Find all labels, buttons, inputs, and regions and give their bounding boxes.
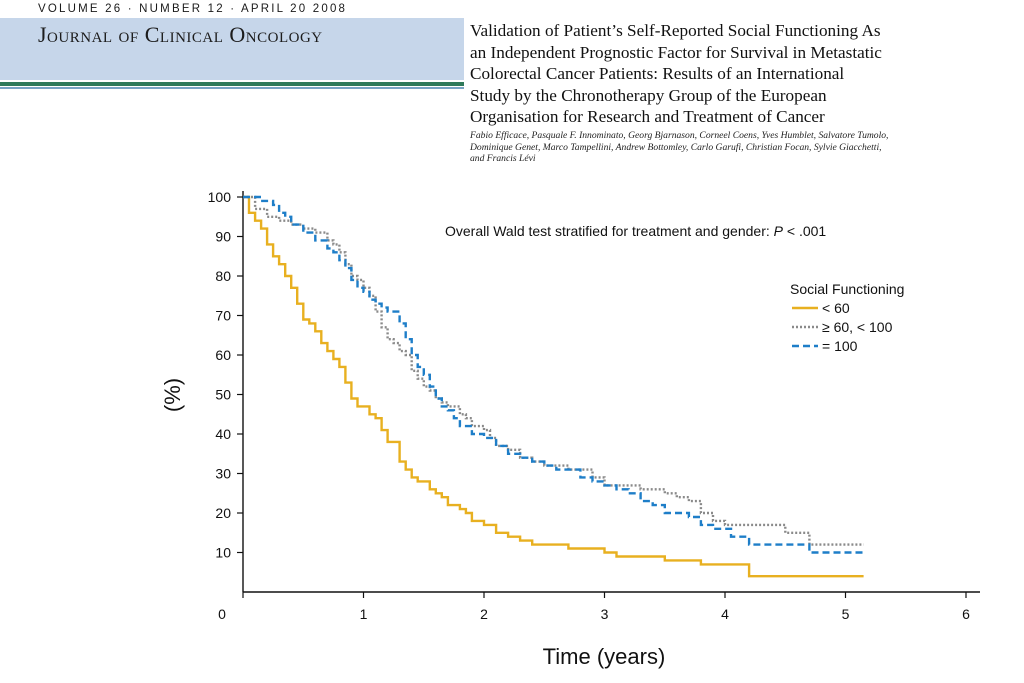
article-title-line: Colorectal Cancer Patients: Results of a… xyxy=(470,64,845,83)
article-authors: Fabio Efficace, Pasquale F. Innominato, … xyxy=(470,130,1024,165)
axes xyxy=(237,191,980,598)
x-axis-title: Time (years) xyxy=(543,644,666,669)
y-tick-label: 40 xyxy=(215,426,231,442)
issue-line: VOLUME 26 · NUMBER 12 · APRIL 20 2008 xyxy=(38,3,348,15)
x-tick-label: 3 xyxy=(601,606,609,622)
y-tick-label: 30 xyxy=(215,466,231,482)
series-lines xyxy=(243,195,864,578)
y-tick-label: 70 xyxy=(215,308,231,324)
series-line-1 xyxy=(243,195,864,578)
article-title-line: an Independent Prognostic Factor for Sur… xyxy=(470,42,882,62)
journal-name: Journal of Clinical Oncology xyxy=(38,22,323,47)
x-tick-label: 2 xyxy=(480,606,488,622)
legend-label-3: = 100 xyxy=(822,338,858,354)
masthead-band xyxy=(0,18,464,80)
article-title-line: Organisation for Research and Treatment … xyxy=(470,107,825,126)
x-tick-label: 4 xyxy=(721,606,729,622)
author-line: and Francis Lévi xyxy=(470,153,536,164)
y-tick-label: 20 xyxy=(215,505,231,521)
article-title: Validation of Patient’s Self-Reported So… xyxy=(470,20,1024,128)
journal-masthead: VOLUME 26 · NUMBER 12 · APRIL 20 2008 Jo… xyxy=(0,0,464,90)
wald-test-annotation: Overall Wald test stratified for treatme… xyxy=(445,223,826,239)
legend-label-1: < 60 xyxy=(822,300,850,316)
legend-label-2: ≥ 60, < 100 xyxy=(822,319,893,335)
x-tick-label: 1 xyxy=(360,606,368,622)
y-tick-label: 60 xyxy=(215,347,231,363)
legend-title: Social Functioning xyxy=(790,281,904,297)
article-title-line: Validation of Patient’s Self-Reported So… xyxy=(470,21,881,40)
x-tick-label: 6 xyxy=(962,606,970,622)
series-line-3 xyxy=(243,195,864,554)
y-tick-label: 10 xyxy=(215,545,231,561)
chart-labels: 10 20 30 40 50 60 70 80 90 100 0 1 2 3 4 5 6 Time (years)… xyxy=(160,189,970,669)
article-title-line: Study by the Chronotherapy Group of the … xyxy=(470,85,827,105)
y-tick-label: 50 xyxy=(215,387,231,403)
author-line: Dominique Genet, Marco Tampellini, Andre… xyxy=(470,141,882,153)
series-line-2 xyxy=(243,195,864,546)
y-tick-label: 100 xyxy=(208,189,232,205)
masthead-rule-secondary xyxy=(0,87,464,89)
y-tick-label: 80 xyxy=(215,268,231,284)
y-tick-label: 90 xyxy=(215,229,231,245)
origin-tick-label: 0 xyxy=(218,606,226,622)
y-axis-title: (%) xyxy=(160,378,185,412)
author-line: Fabio Efficace, Pasquale F. Innominato, … xyxy=(470,130,889,141)
x-tick-label: 5 xyxy=(842,606,850,622)
masthead-rule xyxy=(0,82,464,86)
